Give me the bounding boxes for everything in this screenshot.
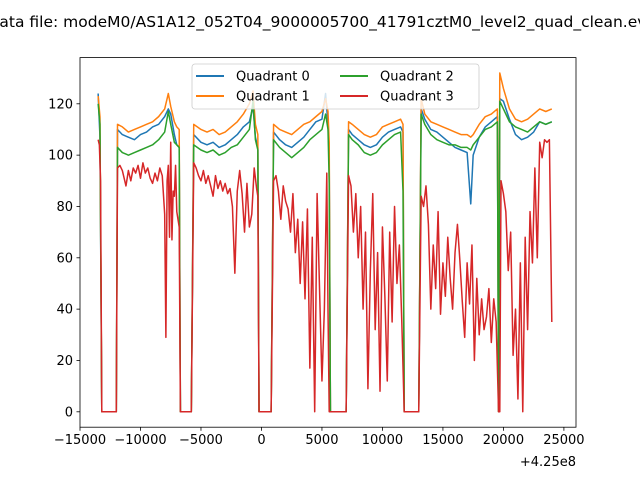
legend-label: Quadrant 1	[236, 90, 310, 105]
legend-label: Quadrant 0	[236, 70, 310, 85]
legend-box	[191, 63, 480, 110]
y-tick-label: 80	[56, 200, 73, 215]
legend-label: Quadrant 2	[380, 70, 454, 85]
x-tick-label: −15000	[54, 433, 106, 448]
chart-title: Data file: modeM0/AS1A12_052T04_90000057…	[0, 13, 640, 32]
x-tick-label: 0	[257, 433, 265, 448]
y-tick-label: 40	[56, 303, 73, 318]
y-axis-ticks: 0 20 40 60 80 100 120	[48, 97, 80, 420]
x-tick-label: 25000	[543, 433, 584, 448]
axes-frame	[79, 57, 577, 428]
y-tick-label: 100	[48, 149, 73, 164]
x-tick-label: −10000	[114, 433, 166, 448]
x-tick-label: 20000	[483, 433, 524, 448]
x-tick-label: −5000	[179, 433, 223, 448]
series-line-quadrant-3	[97, 138, 553, 413]
x-axis-ticks: −15000 −10000 −5000 0 5000 10000 15000 20000 250…	[54, 427, 585, 448]
x-tick-label: 15000	[422, 433, 463, 448]
y-tick-label: 120	[48, 97, 73, 112]
y-tick-label: 20	[56, 354, 73, 369]
y-tick-label: 0	[65, 405, 73, 420]
y-tick-label: 60	[56, 251, 73, 266]
x-tick-label: 5000	[305, 433, 338, 448]
series-line-quadrant-2	[97, 100, 553, 413]
legend-label: Quadrant 3	[380, 90, 454, 105]
x-axis-offset-label: +4.25e8	[520, 455, 576, 470]
x-tick-label: 10000	[362, 433, 403, 448]
legend: Quadrant 0 Quadrant 1 Quadrant 2 Quadrant 3	[191, 63, 480, 110]
